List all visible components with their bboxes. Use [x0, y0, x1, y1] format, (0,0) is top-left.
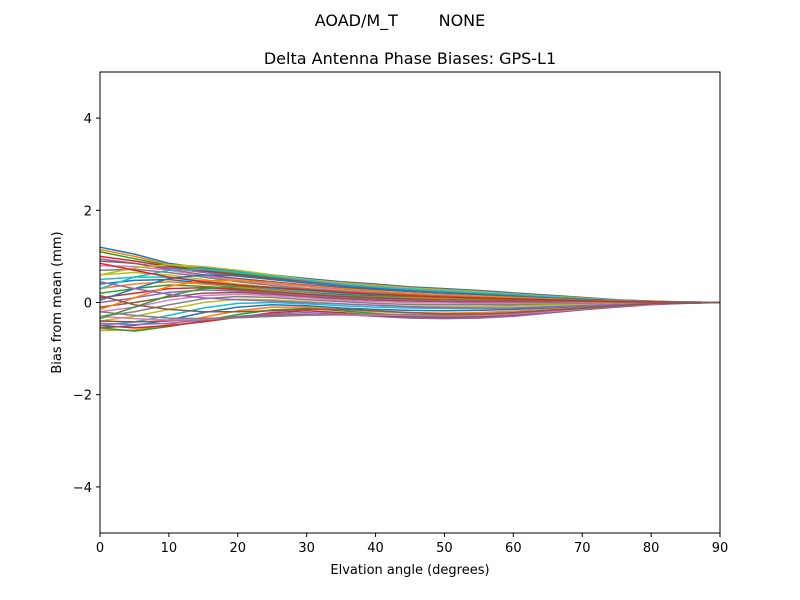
- x-tick-label: 50: [436, 541, 453, 556]
- x-tick-label: 90: [712, 541, 729, 556]
- y-tick-label: −4: [73, 481, 92, 496]
- x-tick-label: 40: [367, 541, 384, 556]
- x-axis-ticks: 0 10 20 30 40 50 60 70 80 90: [96, 533, 728, 556]
- y-tick-label: 4: [84, 112, 92, 127]
- x-axis-label: Elvation angle (degrees): [330, 563, 489, 578]
- series-line-35: [99, 281, 721, 309]
- x-tick-label: 70: [574, 541, 591, 556]
- series-lines: [99, 246, 721, 332]
- x-tick-label: 10: [161, 541, 178, 556]
- y-tick-label: 2: [84, 204, 92, 219]
- y-tick-label: −2: [73, 389, 92, 404]
- series-line-36: [99, 294, 721, 315]
- x-tick-label: 0: [96, 541, 104, 556]
- figure-suptitle: AOAD/M_T NONE: [315, 11, 486, 31]
- series-line-34: [99, 262, 720, 304]
- x-tick-label: 20: [230, 541, 247, 556]
- x-tick-label: 60: [505, 541, 522, 556]
- x-tick-label: 80: [643, 541, 660, 556]
- y-tick-label: 0: [84, 297, 92, 312]
- y-axis-ticks: −4 −2 0 2 4: [73, 112, 100, 496]
- chart-title: Delta Antenna Phase Biases: GPS-L1: [264, 49, 556, 68]
- y-axis-label: Bias from mean (mm): [50, 231, 65, 373]
- x-tick-label: 30: [298, 541, 315, 556]
